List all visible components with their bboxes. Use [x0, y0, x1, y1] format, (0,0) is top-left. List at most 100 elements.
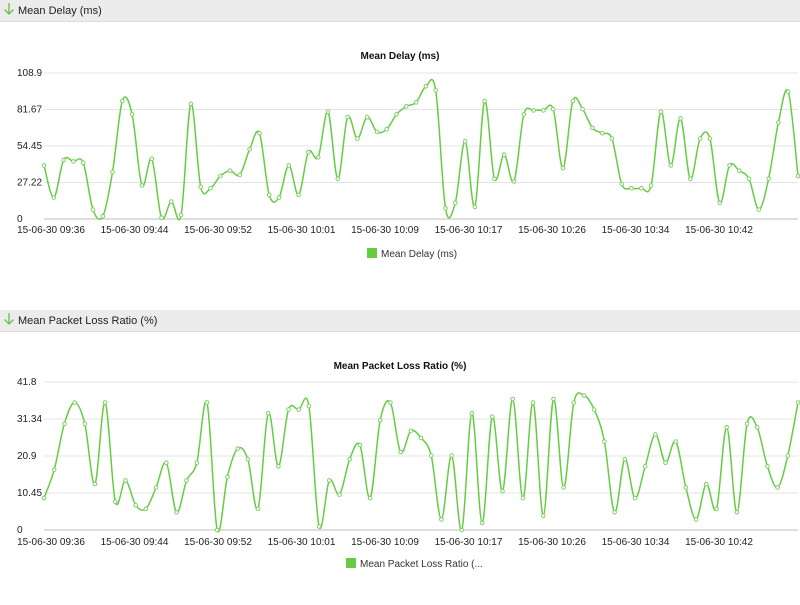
data-point[interactable]	[418, 435, 424, 441]
data-point[interactable]	[541, 108, 546, 113]
data-point[interactable]	[785, 89, 791, 94]
data-point[interactable]	[629, 185, 634, 191]
data-point[interactable]	[492, 176, 497, 182]
data-point[interactable]	[482, 98, 487, 104]
data-point[interactable]	[734, 510, 740, 515]
data-point[interactable]	[90, 207, 96, 212]
data-point[interactable]	[266, 192, 272, 198]
data-point[interactable]	[245, 456, 251, 462]
chevron-down-icon[interactable]	[3, 2, 15, 19]
data-point[interactable]	[756, 207, 762, 212]
data-point[interactable]	[648, 183, 654, 188]
data-point[interactable]	[530, 400, 536, 405]
data-point[interactable]	[479, 520, 485, 526]
data-point[interactable]	[609, 136, 615, 141]
data-point[interactable]	[560, 165, 566, 171]
data-point[interactable]	[374, 129, 380, 135]
data-point[interactable]	[110, 169, 115, 175]
data-point[interactable]	[795, 173, 800, 179]
data-point[interactable]	[235, 446, 240, 451]
data-point[interactable]	[658, 109, 664, 114]
data-point[interactable]	[619, 181, 625, 187]
data-point[interactable]	[265, 410, 271, 416]
section-header-packet-loss[interactable]: Mean Packet Loss Ratio (%)	[0, 310, 800, 332]
data-point[interactable]	[449, 453, 454, 458]
data-point[interactable]	[276, 195, 282, 200]
data-point[interactable]	[490, 414, 495, 419]
data-point[interactable]	[678, 116, 683, 121]
data-point[interactable]	[174, 510, 179, 515]
data-point[interactable]	[208, 185, 213, 191]
data-point[interactable]	[570, 98, 576, 104]
data-point[interactable]	[551, 396, 556, 402]
data-point[interactable]	[765, 464, 770, 469]
data-point[interactable]	[316, 524, 322, 529]
data-point[interactable]	[472, 204, 478, 210]
data-point[interactable]	[707, 136, 713, 141]
data-point[interactable]	[61, 157, 66, 163]
data-point[interactable]	[347, 456, 353, 462]
data-point[interactable]	[257, 130, 262, 136]
data-point[interactable]	[384, 126, 390, 132]
data-point[interactable]	[325, 109, 331, 114]
data-point[interactable]	[500, 488, 505, 494]
data-point[interactable]	[120, 98, 125, 104]
data-point[interactable]	[394, 112, 399, 117]
data-point[interactable]	[673, 439, 679, 444]
data-point[interactable]	[746, 176, 752, 182]
data-point[interactable]	[92, 481, 98, 487]
data-point[interactable]	[227, 168, 233, 173]
data-point[interactable]	[255, 506, 261, 512]
data-point[interactable]	[754, 425, 760, 430]
data-point[interactable]	[602, 439, 607, 444]
data-point[interactable]	[632, 495, 638, 501]
data-point[interactable]	[237, 172, 243, 178]
data-point[interactable]	[668, 163, 674, 168]
data-point[interactable]	[327, 478, 332, 483]
data-point[interactable]	[82, 421, 88, 427]
data-point[interactable]	[198, 184, 203, 190]
data-point[interactable]	[663, 460, 668, 465]
data-point[interactable]	[697, 136, 703, 141]
data-point[interactable]	[296, 407, 302, 412]
data-point[interactable]	[159, 215, 164, 220]
data-point[interactable]	[62, 421, 67, 427]
data-point[interactable]	[247, 147, 252, 152]
data-point[interactable]	[433, 88, 439, 93]
data-point[interactable]	[511, 179, 517, 184]
data-point[interactable]	[724, 425, 730, 430]
data-point[interactable]	[717, 200, 723, 206]
data-point[interactable]	[71, 159, 76, 164]
data-point[interactable]	[776, 120, 781, 125]
data-point[interactable]	[178, 212, 184, 218]
data-point[interactable]	[561, 485, 566, 490]
data-point[interactable]	[688, 176, 693, 182]
data-point[interactable]	[129, 112, 135, 117]
data-point[interactable]	[388, 400, 393, 405]
data-point[interactable]	[337, 492, 342, 497]
data-point[interactable]	[276, 464, 281, 469]
data-point[interactable]	[306, 149, 311, 155]
data-point[interactable]	[736, 168, 742, 173]
data-point[interactable]	[51, 195, 57, 200]
data-point[interactable]	[521, 112, 527, 117]
data-point[interactable]	[194, 460, 200, 465]
data-point[interactable]	[315, 155, 321, 160]
data-point[interactable]	[795, 400, 800, 405]
data-point[interactable]	[398, 449, 403, 455]
data-point[interactable]	[462, 138, 468, 144]
data-point[interactable]	[453, 200, 458, 206]
data-point[interactable]	[41, 495, 47, 501]
data-point[interactable]	[164, 460, 169, 465]
data-point[interactable]	[355, 136, 360, 141]
data-point[interactable]	[766, 176, 771, 182]
data-point[interactable]	[188, 101, 194, 106]
chevron-down-icon[interactable]	[3, 312, 15, 329]
data-point[interactable]	[580, 106, 585, 112]
data-point[interactable]	[714, 506, 719, 512]
data-point[interactable]	[591, 407, 597, 412]
data-point[interactable]	[642, 464, 648, 469]
data-point[interactable]	[377, 417, 383, 423]
data-point[interactable]	[345, 114, 350, 120]
data-point[interactable]	[744, 421, 750, 427]
